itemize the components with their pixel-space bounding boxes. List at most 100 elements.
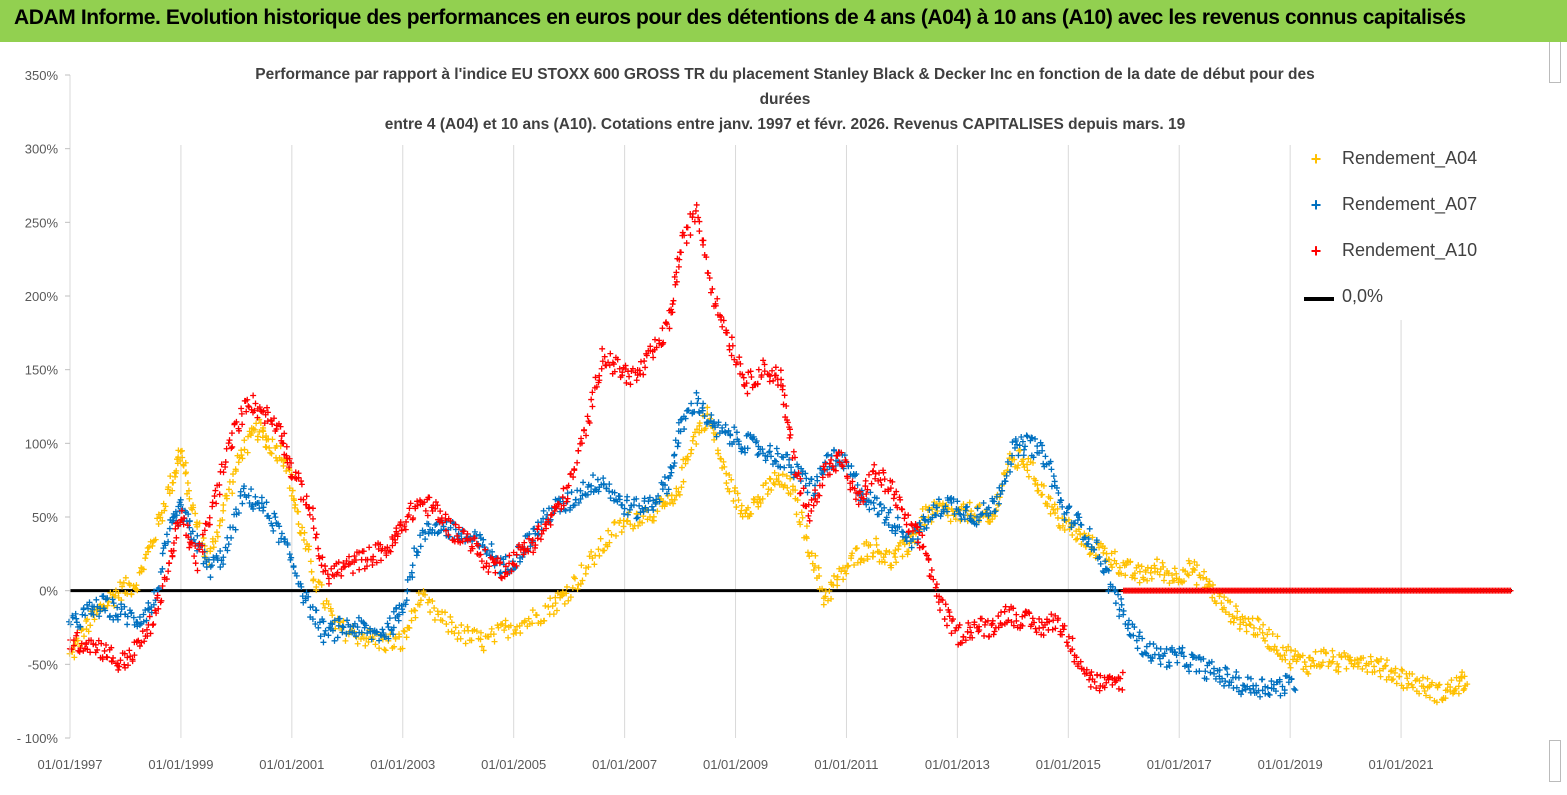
point-rendement_a07 <box>1276 676 1283 683</box>
point-rendement_a07 <box>290 562 297 569</box>
point-rendement_a10 <box>84 646 91 653</box>
point-rendement_a07 <box>432 522 439 529</box>
point-rendement_a10 <box>306 504 313 511</box>
point-rendement_a04 <box>140 566 147 573</box>
point-rendement_a07 <box>217 547 224 554</box>
point-rendement_a07 <box>1039 447 1046 454</box>
point-rendement_a04 <box>173 467 180 474</box>
point-rendement_a04 <box>1420 683 1427 690</box>
point-rendement_a07 <box>224 547 231 554</box>
point-rendement_a10 <box>283 443 290 450</box>
point-rendement_a04 <box>412 614 419 621</box>
point-rendement_a04 <box>85 628 92 635</box>
point-rendement_a07 <box>312 620 319 627</box>
point-rendement_a04 <box>1393 680 1400 687</box>
point-rendement_a04 <box>565 597 572 604</box>
point-rendement_a04 <box>840 576 847 583</box>
point-rendement_a04 <box>1398 666 1405 673</box>
point-rendement_a10 <box>74 629 81 636</box>
point-rendement_a10 <box>849 478 856 485</box>
point-rendement_a04 <box>1254 631 1261 638</box>
point-rendement_a10 <box>890 495 897 502</box>
point-rendement_a07 <box>648 503 655 510</box>
point-rendement_a07 <box>258 500 265 507</box>
point-rendement_a10 <box>315 545 322 552</box>
point-rendement_a07 <box>1050 473 1057 480</box>
point-rendement_a04 <box>1421 687 1428 694</box>
point-rendement_a07 <box>331 617 338 624</box>
point-rendement_a07 <box>354 624 361 631</box>
point-rendement_a07 <box>82 612 89 619</box>
point-rendement_a04 <box>1371 668 1378 675</box>
point-rendement_a04 <box>1024 467 1031 474</box>
point-rendement_a04 <box>1025 455 1032 462</box>
point-rendement_a04 <box>1301 659 1308 666</box>
point-rendement_a07 <box>124 613 131 620</box>
point-rendement_a07 <box>564 490 571 497</box>
point-rendement_a10 <box>325 575 332 582</box>
point-rendement_a04 <box>1256 625 1263 632</box>
point-rendement_a04 <box>1330 653 1337 660</box>
point-rendement_a10 <box>991 628 998 635</box>
point-rendement_a07 <box>871 505 878 512</box>
point-rendement_a04 <box>947 518 954 525</box>
point-rendement_a04 <box>1077 531 1084 538</box>
point-rendement_a04 <box>892 547 899 554</box>
point-rendement_a07 <box>1211 670 1218 677</box>
point-rendement_a04 <box>723 480 730 487</box>
point-rendement_a07 <box>69 614 76 621</box>
point-rendement_a04 <box>1291 653 1298 660</box>
point-rendement_a10 <box>163 576 170 583</box>
point-rendement_a10 <box>641 358 648 365</box>
point-rendement_a04 <box>1444 687 1451 694</box>
point-rendement_a10 <box>480 564 487 571</box>
point-rendement_a10 <box>794 473 801 480</box>
point-rendement_a04 <box>606 539 613 546</box>
point-rendement_a07 <box>270 527 277 534</box>
point-rendement_a07 <box>1059 503 1066 510</box>
point-rendement_a07 <box>993 493 1000 500</box>
point-rendement_a07 <box>404 576 411 583</box>
point-rendement_a04 <box>1108 550 1115 557</box>
point-rendement_a04 <box>87 622 94 629</box>
point-rendement_a04 <box>1318 662 1325 669</box>
point-rendement_a07 <box>1018 434 1025 441</box>
point-rendement_a10 <box>366 544 373 551</box>
point-rendement_a10 <box>521 539 528 546</box>
point-rendement_a10 <box>218 461 225 468</box>
point-rendement_a07 <box>1208 658 1215 665</box>
point-rendement_a04 <box>853 545 860 552</box>
point-rendement_a04 <box>415 590 422 597</box>
point-rendement_a04 <box>624 517 631 524</box>
point-rendement_a10 <box>319 554 326 561</box>
point-rendement_a04 <box>826 588 833 595</box>
point-rendement_a07 <box>173 512 180 519</box>
point-rendement_a10 <box>995 613 1002 620</box>
legend-label-zero: 0,0% <box>1342 286 1384 306</box>
point-rendement_a10 <box>819 474 826 481</box>
point-rendement_a07 <box>376 637 383 644</box>
point-rendement_a10 <box>252 400 259 407</box>
point-rendement_a04 <box>950 512 957 519</box>
point-rendement_a04 <box>1014 464 1021 471</box>
point-rendement_a04 <box>1287 664 1294 671</box>
point-rendement_a07 <box>1148 657 1155 664</box>
point-rendement_a07 <box>653 496 660 503</box>
point-rendement_a07 <box>774 450 781 457</box>
point-rendement_a04 <box>179 454 186 461</box>
point-rendement_a10 <box>712 302 719 309</box>
point-rendement_a04 <box>1383 657 1390 664</box>
point-rendement_a07 <box>282 536 289 543</box>
point-rendement_a07 <box>186 518 193 525</box>
point-rendement_a10 <box>277 423 284 430</box>
point-rendement_a04 <box>219 517 226 524</box>
point-rendement_a07 <box>572 496 579 503</box>
point-rendement_a04 <box>216 522 223 529</box>
point-rendement_a07 <box>1024 433 1031 440</box>
point-rendement_a10 <box>598 365 605 372</box>
point-rendement_a10 <box>1087 683 1094 690</box>
point-rendement_a04 <box>1185 572 1192 579</box>
point-rendement_a07 <box>803 475 810 482</box>
point-rendement_a04 <box>210 544 217 551</box>
point-rendement_a10 <box>1097 672 1104 679</box>
